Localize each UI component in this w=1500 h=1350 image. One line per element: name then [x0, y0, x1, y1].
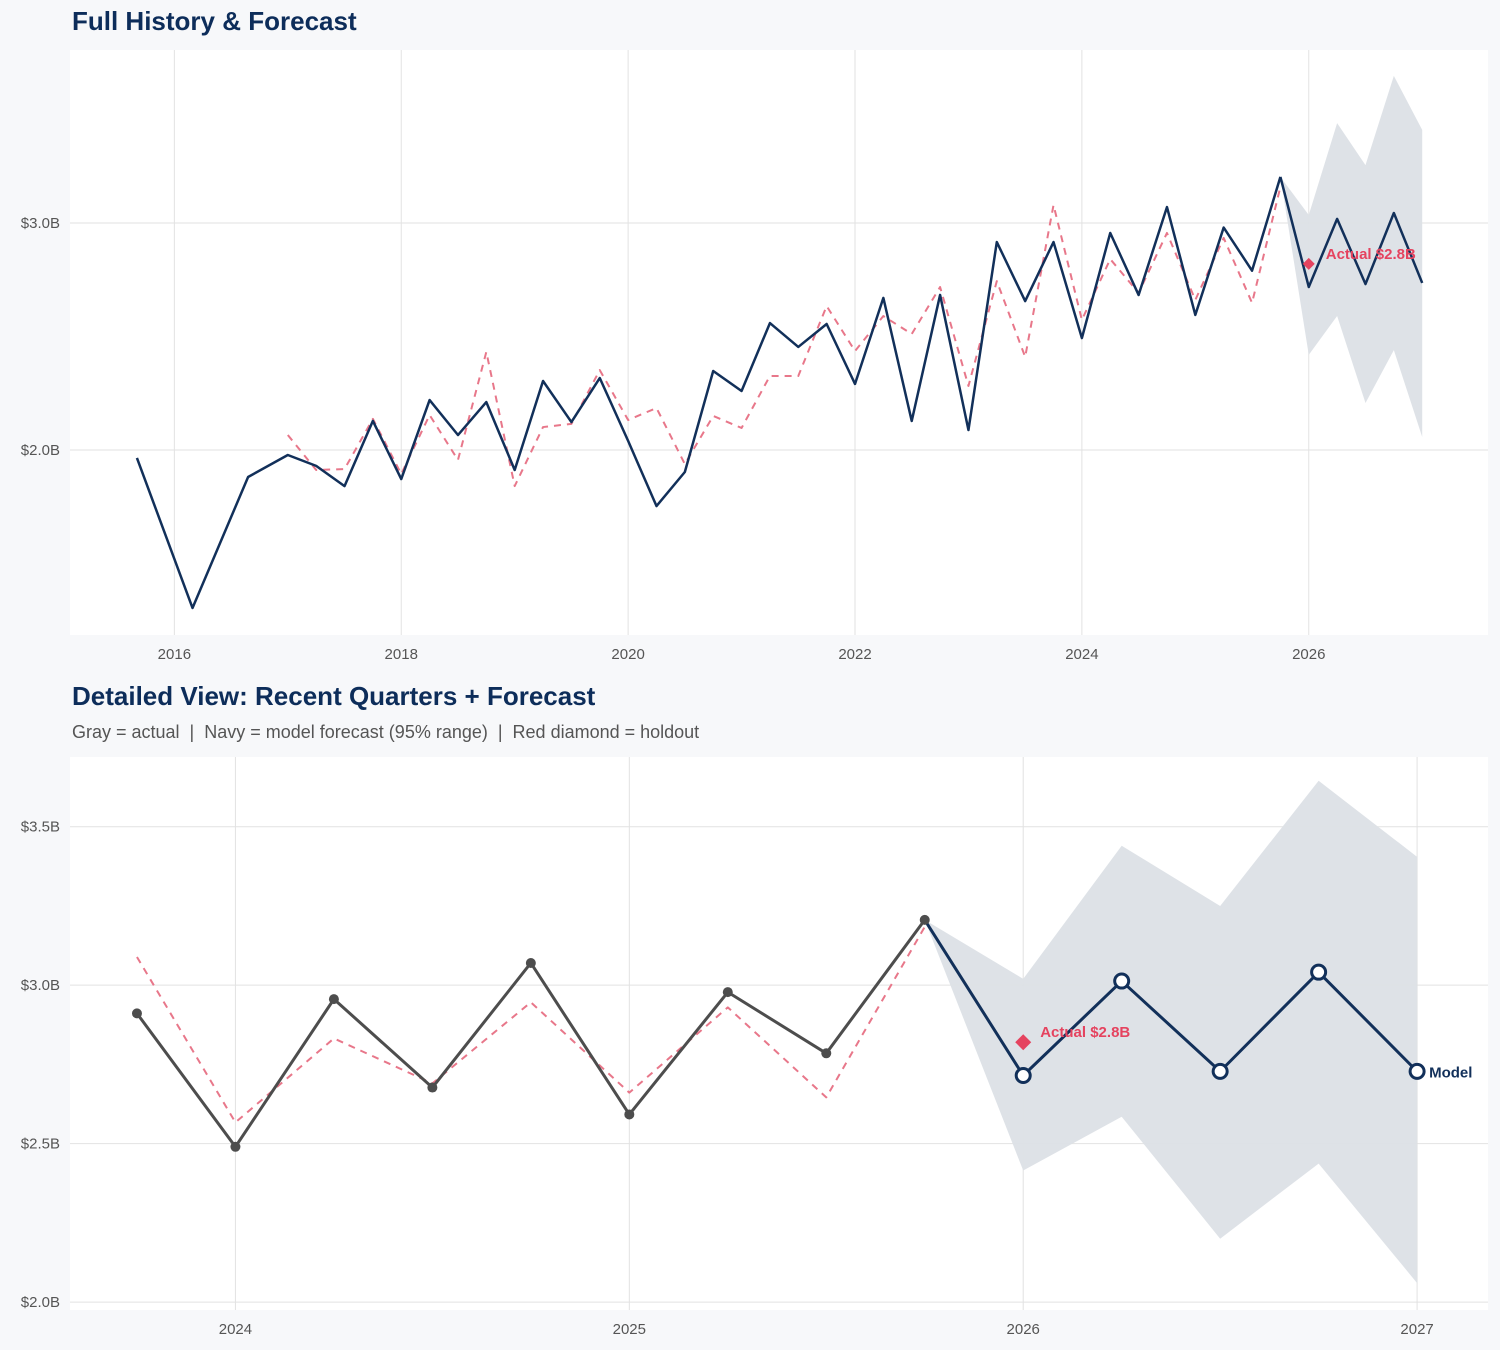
bottom-chart-title: Detailed View: Recent Quarters + Forecas… — [72, 681, 596, 711]
forecast-line — [923, 919, 1419, 1077]
y-tick-label: $2.0B — [21, 1294, 60, 1311]
x-tick-label: 2024 — [219, 1321, 252, 1338]
fitted-line — [136, 926, 926, 1124]
holdout-diamond — [1302, 257, 1315, 270]
forecast-point — [1310, 963, 1328, 981]
y-tick-label: $2.0B — [21, 442, 60, 459]
top-chart-title: Full History & Forecast — [72, 6, 357, 36]
actual-point — [131, 1008, 142, 1019]
forecast-point — [1014, 1066, 1032, 1084]
x-tick-label: 2018 — [385, 646, 418, 663]
actual-line — [135, 176, 1282, 610]
y-tick-label: $2.5B — [21, 1136, 60, 1153]
forecast-95-range-band — [1280, 75, 1423, 438]
x-tick-label: 2016 — [158, 646, 191, 663]
fitted-line — [287, 186, 1282, 488]
actual-point — [328, 994, 339, 1005]
forecast-line — [1279, 176, 1424, 289]
actual-point — [525, 957, 536, 968]
actual-point — [230, 1141, 241, 1152]
actual-point — [722, 987, 733, 998]
forecast-point — [1408, 1062, 1426, 1080]
holdout-label: Actual $2.8B — [1326, 246, 1416, 263]
forecast-point — [1113, 972, 1131, 990]
actual-point — [821, 1048, 832, 1059]
x-tick-label: 2027 — [1400, 1321, 1433, 1338]
bottom-chart-subtitle: Gray = actual | Navy = model forecast (9… — [72, 722, 700, 742]
chart-panel-0: $2.0B $3.0B 2016 2018 2020 2022 2024 2026 Actual… — [21, 50, 1488, 663]
x-tick-label: 2024 — [1065, 646, 1098, 663]
forecast-95-range-band — [924, 780, 1418, 1284]
actual-point — [624, 1109, 635, 1120]
x-tick-label: 2026 — [1292, 646, 1325, 663]
y-tick-label: $3.0B — [21, 215, 60, 232]
x-tick-label: 2026 — [1007, 1321, 1040, 1338]
model-end-label: Model — [1429, 1064, 1472, 1081]
y-tick-label: $3.0B — [21, 977, 60, 994]
plot-background — [70, 50, 1488, 635]
x-tick-label: 2022 — [838, 646, 871, 663]
x-tick-label: 2025 — [613, 1321, 646, 1338]
x-tick-label: 2020 — [611, 646, 644, 663]
actual-point — [919, 914, 930, 925]
holdout-label: Actual $2.8B — [1040, 1024, 1130, 1041]
holdout-diamond — [1015, 1034, 1032, 1051]
forecast-point — [1211, 1062, 1229, 1080]
actual-point — [427, 1082, 438, 1093]
chart-panel-1: $2.0B $2.5B $3.0B $3.5B 2024 2025 2026 2027 Actu… — [21, 757, 1488, 1338]
y-tick-label: $3.5B — [21, 819, 60, 836]
